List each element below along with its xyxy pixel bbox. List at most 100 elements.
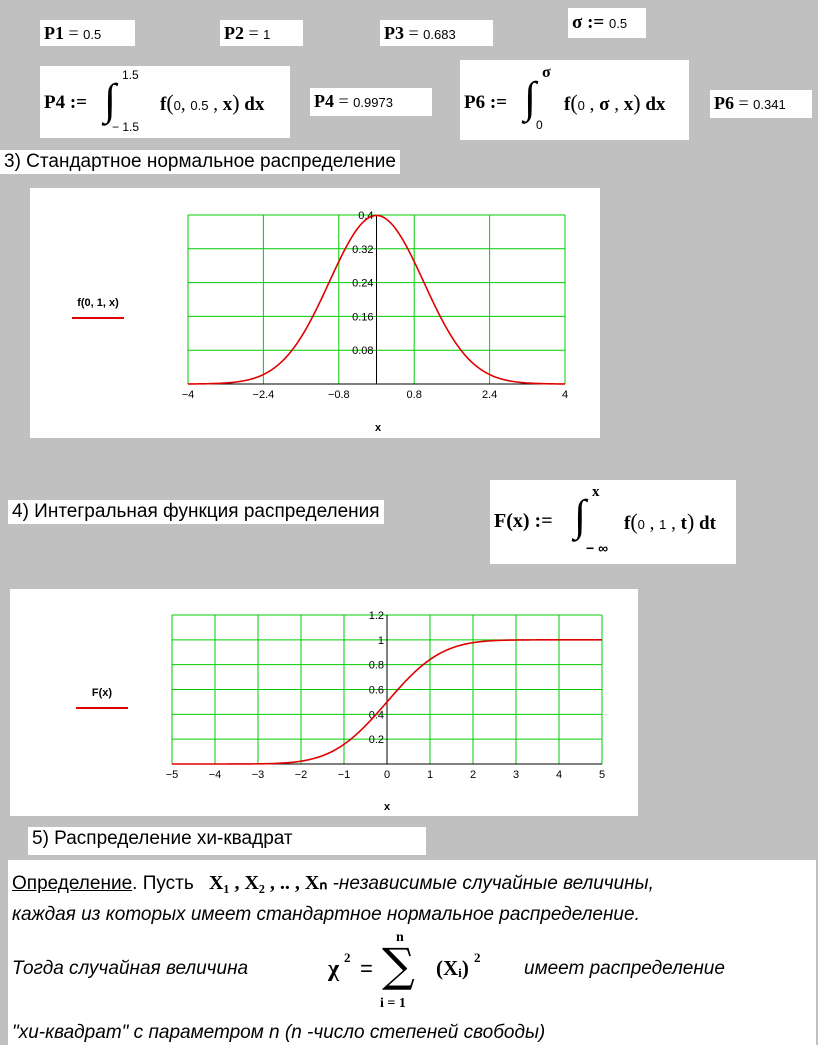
x-tick-label: −2.4 — [253, 389, 275, 401]
x-tick-label: 0.8 — [407, 389, 422, 401]
definition-l4: "хи-квадрат" с параметром n (n -число ст… — [12, 1022, 546, 1043]
p4-func: f — [160, 94, 167, 115]
p2-value: 1 — [263, 27, 271, 42]
x-axis-label: x — [384, 801, 391, 813]
section5-heading: 5) Распределение хи-квадрат — [28, 827, 426, 855]
p6res-value: 0.341 — [753, 97, 786, 112]
cdf-arg-a: 0 — [637, 517, 645, 532]
p6-result[interactable]: P6 = 0.341 — [710, 90, 812, 118]
chi-equals: = — [360, 956, 373, 981]
y-tick-label: 0.16 — [352, 311, 373, 323]
cdf-lower-limit: − ∞ — [586, 540, 609, 556]
p4res-value: 0.9973 — [353, 95, 393, 110]
cdf-arg-t: t — [680, 513, 687, 534]
x-tick-label: 5 — [599, 769, 605, 781]
x-tick-label: 2 — [470, 769, 476, 781]
cdf-func: f — [624, 513, 631, 534]
p6-lower-limit: 0 — [536, 118, 543, 132]
x-tick-label: −4 — [209, 769, 222, 781]
sum-term: (Xᵢ) — [436, 956, 469, 980]
series-line — [187, 214, 566, 385]
definition-l1a: . Пусть — [132, 873, 194, 894]
x-tick-label: −1 — [338, 769, 351, 781]
p6-func: f — [564, 94, 571, 115]
p3-value: 0.683 — [423, 27, 456, 42]
definition-l1b: -независимые случайные величины, — [332, 873, 654, 894]
cdf-chart: −5 −4 −3 −2 −1 0 1 2 3 4 50.20.40.60.811.2F(x)x — [76, 610, 605, 813]
cdf-definition[interactable]: F(x) := ∫ x − ∞ f(0 , 1 , t) dt — [490, 480, 736, 564]
p6-arg-x: x — [623, 94, 634, 115]
y-tick-label: 1.2 — [369, 610, 384, 622]
sum-term-exponent: 2 — [474, 950, 481, 965]
y-tick-label: 0.24 — [352, 278, 373, 290]
y-tick-label: 0.6 — [369, 685, 384, 697]
sigma-region[interactable]: σ := 0.5 — [568, 8, 646, 38]
x-tick-label: −0.8 — [328, 389, 350, 401]
p6def-op: := — [489, 92, 508, 113]
p1-value: 0.5 — [83, 27, 102, 42]
definition-l3a: Тогда случайная величина — [12, 958, 249, 979]
y-tick-label: 0.32 — [352, 244, 373, 256]
p1-name: P1 — [44, 23, 64, 43]
integral-sign-cdf: ∫ — [574, 491, 587, 540]
p6res-name: P6 — [714, 93, 734, 113]
p6-dx: dx — [645, 94, 666, 115]
y-tick-label: 0.08 — [352, 345, 373, 357]
x-tick-label: 0 — [384, 769, 390, 781]
cdf-upper-limit: x — [592, 484, 600, 500]
cdf-chart-region[interactable]: −5 −4 −3 −2 −1 0 1 2 3 4 5 0.2 0.4 0.6 0.8 1 1.2 F(x) x — [10, 589, 638, 816]
x-tick-label: −2 — [295, 769, 308, 781]
p3-region[interactable]: P3 = 0.683 — [380, 20, 493, 46]
x-tick-label: 4 — [562, 389, 568, 401]
p6def-name: P6 — [464, 92, 486, 113]
p4-lower-limit: − 1.5 — [112, 120, 140, 134]
p4-arg-b: 0.5 — [190, 98, 209, 113]
p4def-op: := — [69, 92, 88, 113]
sigma-value: 0.5 — [609, 16, 628, 31]
x-tick-label: 3 — [513, 769, 519, 781]
section4-heading: 4) Интегральная функция распределения — [8, 500, 384, 524]
p1-op: = — [68, 23, 79, 43]
x-tick-label: −5 — [166, 769, 179, 781]
x-tick-label: 4 — [556, 769, 562, 781]
p2-op: = — [248, 23, 259, 43]
integral-sign-p6: ∫ — [524, 73, 537, 122]
y-tick-label: 0.4 — [358, 210, 373, 222]
p6-definition[interactable]: P6 := ∫ σ 0 f(0 , σ , x) dx — [460, 60, 689, 140]
y-axis-label: f(0, 1, x) — [77, 297, 119, 309]
sum-lower: i = 1 — [380, 996, 406, 1011]
x-tick-label: 1 — [427, 769, 433, 781]
cdf-dt: dt — [699, 513, 716, 534]
p4res-op: = — [338, 91, 349, 111]
p1-region[interactable]: P1 = 0.5 — [40, 20, 135, 46]
p4-definition[interactable]: P4 := ∫ 1.5 − 1.5 f(0, 0.5 , x) dx — [40, 66, 290, 138]
p4def-name: P4 — [44, 92, 66, 113]
sigma-op: := — [587, 12, 605, 33]
cdf-arg-b: 1 — [659, 517, 667, 532]
p6-upper-limit: σ — [542, 64, 551, 81]
pdf-chart: −4 −2.4 −0.8 0.8 2.4 4 0.08 0.16 0.24 0.32 0.4 f(0,… — [72, 210, 568, 434]
x-tick-label: −3 — [252, 769, 265, 781]
series-line — [172, 639, 602, 765]
definition-l2: каждая из которых имеет стандартное норм… — [12, 904, 640, 925]
p3-op: = — [408, 23, 419, 43]
p6res-op: = — [738, 93, 749, 113]
p2-region[interactable]: P2 = 1 — [220, 20, 303, 46]
p4-result[interactable]: P4 = 0.9973 — [310, 88, 432, 116]
section3-heading: 3) Стандартное нормальное распределение — [0, 150, 400, 174]
chi-exponent: 2 — [344, 950, 351, 965]
pdf-chart-region[interactable]: −4 −2.4 −0.8 0.8 2.4 4 0.08 0.16 0.24 0.32 0.4 f(0,… — [30, 188, 600, 438]
chi-square-definition[interactable]: Определение. Пусть X₁ , X₂ , .. , Xₙ -не… — [8, 860, 816, 1045]
y-axis-label: F(x) — [92, 687, 113, 699]
x-tick-label: 2.4 — [482, 389, 497, 401]
x-tick-label: −4 — [182, 389, 195, 401]
definition-word: Определение — [12, 873, 133, 894]
x-axis-label: x — [375, 422, 382, 434]
chi-symbol: χ — [328, 956, 340, 982]
sigma-name: σ — [572, 12, 583, 33]
y-tick-label: 0.8 — [369, 660, 384, 672]
p4-arg-x: x — [222, 94, 233, 115]
p4-arg-a: 0 — [173, 98, 181, 113]
y-tick-label: 1 — [378, 635, 384, 647]
p3-name: P3 — [384, 23, 404, 43]
